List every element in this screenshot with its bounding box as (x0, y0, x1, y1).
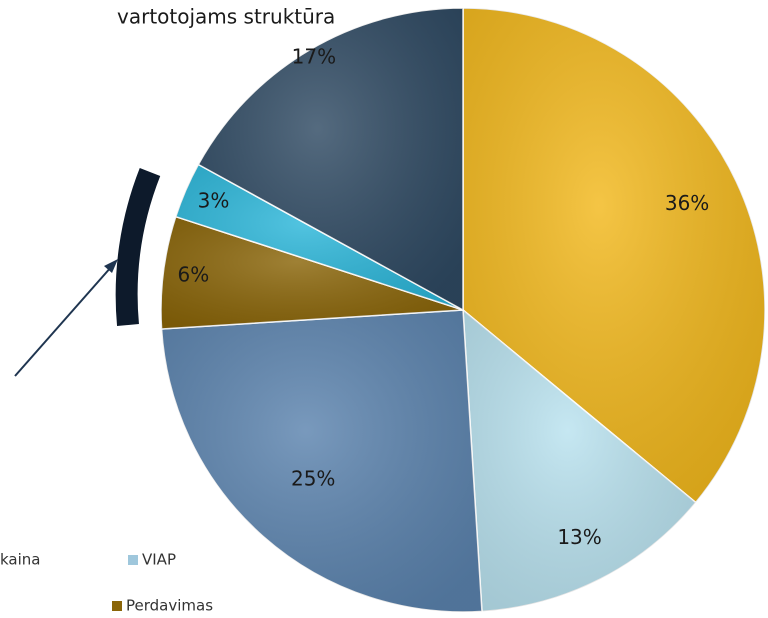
data-label: 3% (198, 189, 230, 213)
highlight-arc (115, 167, 161, 326)
legend-label: VIAP (142, 551, 176, 569)
legend: kaina VIAP Perdavimas (0, 551, 213, 615)
legend-label: Perdavimas (126, 597, 213, 615)
arrow-head (104, 259, 118, 273)
legend-label: kaina (0, 551, 40, 569)
data-label: 6% (177, 262, 209, 286)
pie: 36% 13% 25% 6% 3% 17% (160, 7, 766, 613)
legend-swatch (112, 601, 122, 611)
data-label: 25% (291, 466, 335, 490)
legend-swatch (128, 555, 138, 565)
data-label: 17% (292, 44, 336, 68)
data-label: 36% (665, 191, 709, 215)
data-label: 13% (557, 525, 601, 549)
arrow-line (14, 265, 113, 377)
pie-slice (160, 309, 483, 613)
chart-title: vartotojams struktūra (117, 5, 335, 29)
